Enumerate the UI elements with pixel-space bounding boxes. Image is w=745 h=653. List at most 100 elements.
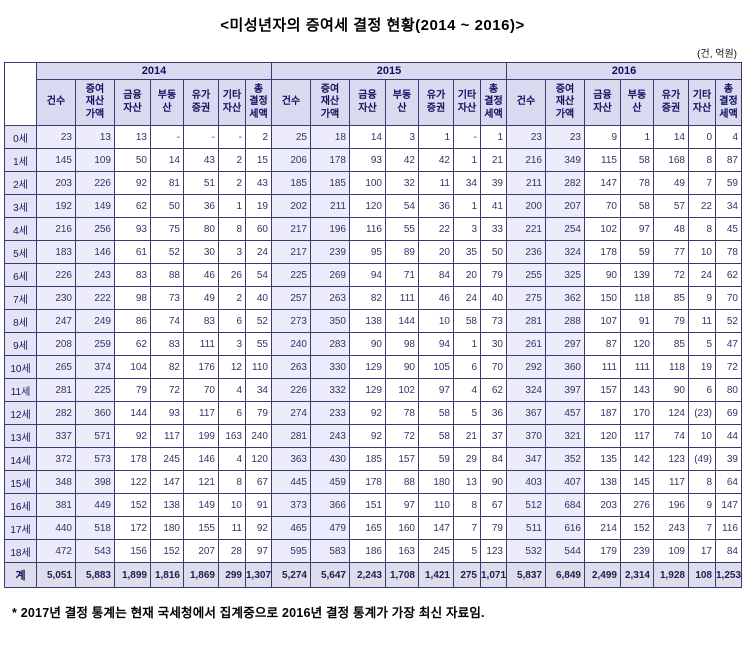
age-label: 5세 — [4, 240, 37, 264]
cell: 349 — [545, 148, 585, 172]
cell: 79 — [245, 401, 272, 425]
total-cell: 1,071 — [480, 562, 507, 588]
table-row: 0세 23 13 13- - -2 25 18 14 3 1-1 23 23 9 1 14 0 4 — [4, 125, 742, 149]
cell: 6 — [218, 309, 246, 333]
cell: 4 — [453, 378, 481, 402]
cell: 21 — [453, 424, 481, 448]
cell: 144 — [385, 309, 419, 333]
cell: 22 — [688, 194, 716, 218]
table-row: 15세 348 398 122 147 121 8 67 445 459 178 88 180 13 90 4… — [4, 470, 742, 494]
cell: 7 — [688, 171, 716, 195]
cell: 121 — [183, 470, 219, 494]
cell: 110 — [418, 493, 454, 517]
age-label: 11세 — [4, 378, 37, 402]
cell: 40 — [480, 286, 507, 310]
cell: 281 — [36, 378, 76, 402]
cell: 110 — [245, 355, 272, 379]
cell: 185 — [310, 171, 350, 195]
cell: 90 — [653, 378, 689, 402]
cell: 10 — [688, 240, 716, 264]
cell: 157 — [385, 447, 419, 471]
cell: 118 — [620, 286, 654, 310]
cell: 216 — [506, 148, 546, 172]
total-cell: 1,899 — [114, 562, 151, 588]
cell: 36 — [480, 401, 507, 425]
cell: 147 — [418, 516, 454, 540]
cell: 50 — [114, 148, 151, 172]
cell: - — [183, 125, 219, 149]
col-header: 기타 자산 — [218, 79, 246, 126]
cell: 332 — [310, 378, 350, 402]
cell: 95 — [349, 240, 386, 264]
cell: 122 — [114, 470, 151, 494]
cell: 24 — [245, 240, 272, 264]
col-header: 유가 증권 — [183, 79, 219, 126]
cell: 84 — [480, 447, 507, 471]
cell: 98 — [114, 286, 151, 310]
col-header: 총 결정 세액 — [480, 79, 507, 126]
cell: 55 — [245, 332, 272, 356]
cell: 1 — [453, 148, 481, 172]
cell: 42 — [418, 148, 454, 172]
column-header-row: 건수 증여 재산 가액 금융 자산 부동 산 유가 증권 기타 자산 총 결정 세액 건수 증여… — [5, 79, 742, 126]
total-cell: 1,708 — [385, 562, 419, 588]
cell: 372 — [36, 447, 76, 471]
cell: 124 — [653, 401, 689, 425]
cell: 80 — [715, 378, 742, 402]
cell: 90 — [584, 263, 621, 287]
cell: 57 — [653, 194, 689, 218]
col-header: 건수 — [36, 79, 76, 126]
cell: 92 — [349, 424, 386, 448]
cell: 39 — [480, 171, 507, 195]
cell: 36 — [418, 194, 454, 218]
cell: 111 — [183, 332, 219, 356]
cell: 33 — [480, 217, 507, 241]
cell: 324 — [545, 240, 585, 264]
cell: 11 — [418, 171, 454, 195]
cell: 512 — [506, 493, 546, 517]
cell: 3 — [218, 240, 246, 264]
total-cell: 5,647 — [310, 562, 350, 588]
cell: 55 — [385, 217, 419, 241]
cell: 81 — [150, 171, 184, 195]
unit-note: (건, 억원) — [697, 49, 737, 60]
cell: 135 — [584, 447, 621, 471]
cell: 211 — [506, 171, 546, 195]
cell: 100 — [349, 171, 386, 195]
cell: 403 — [506, 470, 546, 494]
cell: 93 — [114, 217, 151, 241]
cell: 8 — [453, 493, 481, 517]
cell: 34 — [453, 171, 481, 195]
cell: 147 — [715, 493, 742, 517]
cell: 41 — [480, 194, 507, 218]
cell: 30 — [480, 332, 507, 356]
col-header: 증여 재산 가액 — [310, 79, 350, 126]
cell: 109 — [75, 148, 115, 172]
cell: 73 — [480, 309, 507, 333]
cell: 78 — [385, 401, 419, 425]
cell: 117 — [183, 401, 219, 425]
table-row: 17세 440 518 172 180 155 11 92 465 479 165 160 147 7 79… — [4, 516, 742, 540]
cell: 58 — [418, 424, 454, 448]
cell: 97 — [245, 539, 272, 563]
cell: 225 — [75, 378, 115, 402]
cell: 200 — [506, 194, 546, 218]
cell: 583 — [310, 539, 350, 563]
cell: 13 — [453, 470, 481, 494]
cell: 10 — [418, 309, 454, 333]
col-header: 총 결정 세액 — [245, 79, 272, 126]
cell: 479 — [310, 516, 350, 540]
cell: 230 — [36, 286, 76, 310]
cell: 64 — [715, 470, 742, 494]
total-cell: 5,051 — [36, 562, 76, 588]
total-cell: 1,421 — [418, 562, 454, 588]
cell: 5 — [688, 332, 716, 356]
cell: 179 — [584, 539, 621, 563]
cell: 9 — [584, 125, 621, 149]
cell: 381 — [36, 493, 76, 517]
cell: 4 — [218, 378, 246, 402]
cell: 129 — [349, 378, 386, 402]
table-row: 1세 145 109 50 14 43 2 15 206 178 93 42 42 1 21 216 349 11… — [4, 148, 742, 172]
cell: 543 — [75, 539, 115, 563]
cell: 187 — [584, 401, 621, 425]
